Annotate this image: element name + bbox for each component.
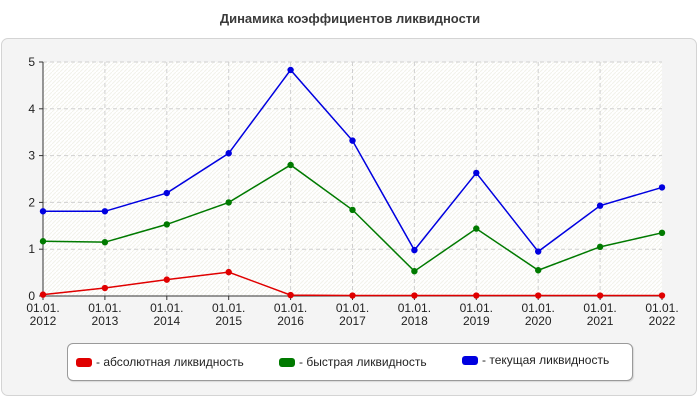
data-point (473, 225, 480, 232)
legend-item-current: - текущая ликвидность (462, 352, 609, 368)
data-point (658, 229, 666, 237)
y-tick-label: 3 (28, 149, 35, 163)
legend-item-absolute: - абсолютная ликвидность (76, 354, 244, 370)
x-tick-label: 01.01. 2014 (150, 301, 183, 328)
data-point (596, 243, 604, 251)
data-point (411, 246, 418, 254)
data-point (163, 189, 170, 197)
data-point (658, 184, 666, 191)
legend-swatch-quick (279, 357, 295, 367)
x-tick-label: 01.01. 2016 (274, 301, 307, 328)
data-point (101, 208, 109, 215)
data-point (225, 268, 232, 276)
data-point (225, 199, 232, 206)
legend-item-quick: - быстрая ликвидность (279, 354, 427, 370)
legend-label-current: - текущая ликвидность (482, 353, 610, 367)
data-point (473, 292, 480, 299)
x-tick-label: 01.01. 2018 (398, 301, 431, 328)
x-tick-label: 01.01. 2013 (88, 301, 121, 328)
data-point (101, 284, 109, 292)
legend-swatch-absolute (76, 357, 92, 367)
data-point (473, 169, 480, 177)
x-tick-label: 01.01. 2012 (26, 301, 59, 328)
data-point (225, 150, 232, 157)
data-point (39, 291, 47, 298)
data-point (39, 238, 47, 245)
y-tick-label: 5 (28, 55, 35, 69)
data-point (163, 221, 170, 228)
x-tick-label: 01.01. 2022 (645, 301, 678, 328)
y-tick-label: 2 (28, 195, 35, 209)
x-tick-label: 01.01. 2021 (583, 301, 616, 328)
data-point (658, 292, 666, 299)
chart-title: Динамика коэффициентов ликвидности (219, 11, 481, 26)
data-point (349, 137, 356, 144)
legend-swatch-current (462, 355, 478, 365)
data-point (287, 291, 294, 299)
data-point (596, 202, 604, 209)
x-tick-label: 01.01. 2020 (522, 301, 555, 328)
data-point (411, 267, 418, 275)
data-point (39, 208, 47, 215)
data-point (287, 66, 294, 74)
data-point (163, 276, 170, 283)
legend: - абсолютная ликвидность - быстрая ликви… (67, 343, 633, 381)
x-tick-label: 01.01. 2019 (460, 301, 493, 328)
data-point (535, 248, 542, 255)
data-point (535, 267, 542, 274)
data-point (287, 161, 294, 169)
legend-label-quick: - быстрая ликвидность (299, 355, 427, 369)
y-tick-label: 4 (28, 102, 35, 116)
data-point (596, 292, 604, 299)
y-tick-label: 1 (28, 242, 35, 256)
data-point (101, 238, 109, 246)
data-point (349, 292, 356, 299)
data-point (535, 292, 542, 299)
data-point (411, 292, 418, 299)
y-tick-label: 0 (28, 289, 35, 303)
x-tick-label: 01.01. 2015 (212, 301, 245, 328)
data-point (349, 206, 356, 214)
legend-label-absolute: - абсолютная ликвидность (96, 355, 244, 369)
x-tick-label: 01.01. 2017 (336, 301, 369, 328)
